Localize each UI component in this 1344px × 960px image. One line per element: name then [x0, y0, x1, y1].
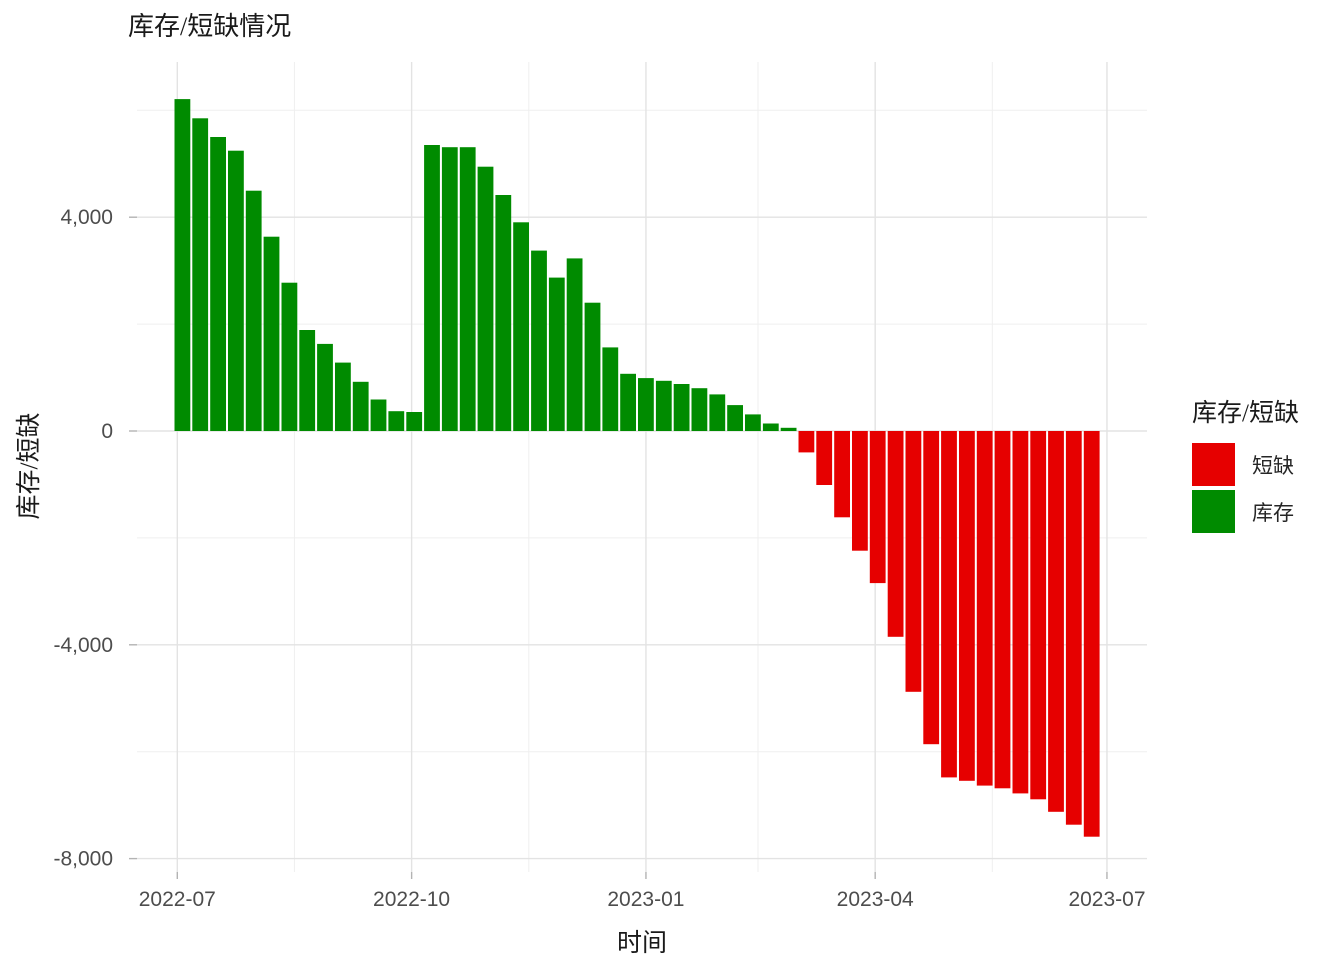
x-axis-title: 时间	[616, 930, 667, 957]
bar-2022-09-11	[352, 381, 369, 431]
bar-2022-07-17	[210, 137, 226, 431]
bar-2023-01-29	[709, 394, 726, 431]
x-tick-label: 2023-01	[607, 888, 684, 911]
bar-2023-06-04	[1030, 431, 1047, 800]
bar-2022-11-06	[495, 195, 512, 431]
bar-2022-07-31	[245, 190, 262, 431]
bar-2022-09-18	[370, 399, 387, 431]
legend-item-inventory: 库存	[1192, 490, 1344, 533]
bar-2022-12-11	[584, 302, 601, 431]
bar-2022-10-30	[477, 166, 494, 431]
bar-2023-01-15	[673, 384, 690, 431]
bar-2022-08-21	[299, 330, 316, 431]
x-tick-label: 2022-10	[373, 888, 450, 911]
y-tick-label: -8,000	[53, 848, 113, 871]
y-axis-title: 库存/短缺	[16, 412, 43, 520]
y-tick-label: 4,000	[60, 206, 113, 229]
bar-2022-12-25	[620, 373, 636, 431]
legend-title: 库存/短缺	[1192, 400, 1299, 427]
bar-2022-08-14	[281, 282, 298, 431]
bar-2022-07-24	[228, 150, 244, 431]
bar-2023-02-12	[745, 414, 761, 431]
legend-swatch-inventory	[1192, 490, 1235, 533]
bar-2023-04-02	[869, 431, 886, 584]
bar-2022-10-23	[459, 147, 476, 431]
legend-swatch-shortage	[1192, 443, 1235, 486]
bar-2023-06-11	[1048, 431, 1064, 812]
bar-2023-04-30	[941, 431, 957, 778]
bar-2022-12-04	[566, 258, 583, 431]
bar-2022-08-28	[317, 343, 333, 431]
bar-2023-02-05	[727, 405, 743, 431]
bar-2022-08-07	[263, 236, 280, 431]
y-tick-label: 0	[101, 420, 113, 443]
x-tick-label: 2023-04	[837, 888, 914, 911]
bar-2023-03-12	[816, 431, 833, 485]
bar-2022-10-16	[441, 147, 458, 431]
chart-title: 库存/短缺情况	[128, 12, 292, 41]
bar-2022-10-02	[406, 412, 423, 431]
bar-2022-07-03	[174, 99, 191, 431]
bar-2022-11-27	[548, 277, 565, 431]
bar-2023-05-14	[976, 431, 993, 786]
y-tick-label: -4,000	[53, 634, 113, 657]
bar-2023-01-08	[655, 380, 672, 431]
bar-2023-02-19	[762, 423, 779, 431]
bar-2022-11-13	[513, 222, 529, 431]
x-tick-label: 2022-07	[139, 888, 216, 911]
bar-2023-05-28	[1012, 431, 1029, 794]
bar-2023-06-25	[1083, 431, 1100, 837]
bar-2023-01-01	[638, 378, 654, 431]
bar-2023-04-16	[905, 431, 922, 692]
bar-2023-02-26	[780, 427, 797, 431]
bar-2022-09-04	[335, 362, 351, 431]
legend: 库存/短缺 短缺 库存	[1192, 399, 1344, 537]
bar-2023-06-18	[1065, 431, 1082, 825]
bar-2023-04-23	[923, 431, 940, 745]
bar-2022-07-10	[192, 118, 209, 432]
bar-2022-09-25	[388, 411, 405, 431]
bar-2023-03-26	[852, 431, 868, 551]
bar-2023-04-09	[887, 431, 904, 637]
legend-item-shortage: 短缺	[1192, 443, 1344, 486]
bar-2023-05-07	[959, 431, 975, 781]
legend-label-shortage: 短缺	[1252, 453, 1294, 478]
bar-2023-03-05	[798, 431, 815, 453]
bar-2022-12-18	[602, 347, 619, 431]
legend-label-inventory: 库存	[1252, 500, 1294, 525]
bar-2023-03-19	[834, 431, 850, 518]
x-tick-label: 2023-07	[1068, 888, 1145, 911]
bar-2022-11-20	[531, 250, 547, 431]
bar-2023-01-22	[691, 388, 708, 431]
bar-2023-05-21	[994, 431, 1011, 789]
bar-2022-10-09	[424, 145, 440, 431]
